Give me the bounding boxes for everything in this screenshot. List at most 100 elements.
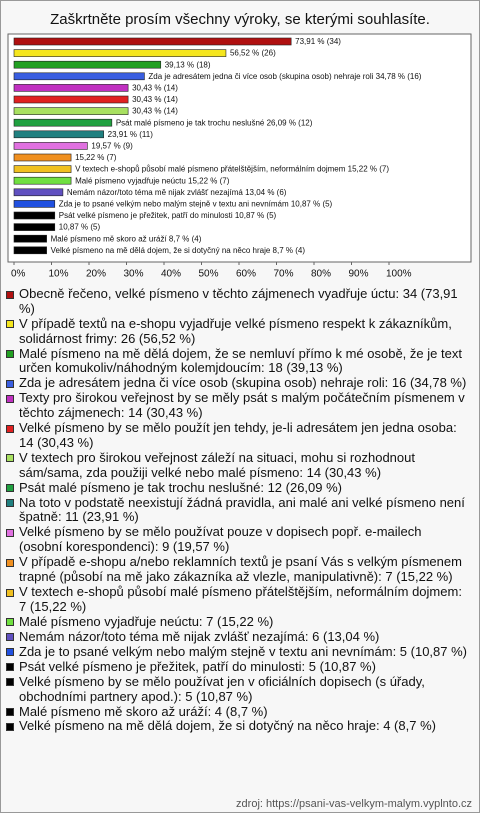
legend-swatch bbox=[6, 708, 14, 716]
legend-item: Velké písmeno by se mělo používat jen v … bbox=[6, 674, 468, 705]
value-label: Malé písmeno vyjadřuje neúctu 15,22 % (7… bbox=[75, 176, 230, 185]
legend: Obecně řečeno, velké písmeno v těchto zá… bbox=[6, 286, 468, 734]
bar bbox=[13, 234, 47, 243]
bar bbox=[13, 49, 227, 57]
legend-swatch bbox=[6, 350, 14, 359]
legend-label: Malé písmeno na mě dělá dojem, že se nem… bbox=[19, 345, 462, 376]
x-tick-label: 50% bbox=[199, 269, 219, 280]
x-tick-label: 0% bbox=[11, 269, 26, 280]
legend-item: Malé písmeno na mě dělá dojem, že se nem… bbox=[6, 345, 468, 377]
legend-label: V textech e-shopů působí malé písmeno př… bbox=[19, 584, 462, 614]
x-tick-label: 10% bbox=[49, 269, 69, 280]
bar bbox=[13, 37, 292, 46]
legend-swatch bbox=[6, 290, 14, 299]
bar bbox=[13, 95, 129, 104]
bar bbox=[13, 72, 145, 81]
value-label: V textech e-shopů působí malé písmeno př… bbox=[75, 165, 389, 174]
x-tick-label: 90% bbox=[349, 269, 369, 280]
legend-label: Velké písmeno by se mělo použít jen tehd… bbox=[19, 420, 457, 450]
legend-label: V případě textů na e-shopu vyjadřuje vel… bbox=[19, 315, 452, 346]
value-label: Velké písmeno na mě dělá dojem, že si do… bbox=[51, 246, 306, 255]
value-label: Psát malé písmeno je tak trochu neslušné… bbox=[116, 118, 313, 127]
legend-item: Psát malé písmeno je tak trochu neslušné… bbox=[6, 479, 468, 496]
legend-item: V textech pro širokou veřejnost záleží n… bbox=[6, 449, 468, 481]
legend-label: V textech pro širokou veřejnost záleží n… bbox=[19, 449, 415, 480]
value-label: Psát velké písmeno je přežitek, patří do… bbox=[59, 211, 277, 220]
legend-label: Velké písmeno na mě dělá dojem, že si do… bbox=[19, 718, 436, 734]
legend-swatch bbox=[6, 678, 14, 687]
x-tick-label: 70% bbox=[274, 269, 294, 280]
legend-label: Nemám názor/toto téma mě nijak zvlášť ne… bbox=[19, 628, 380, 644]
legend-label: Malé písmeno vyjadřuje neúctu: 7 (15,22 … bbox=[19, 613, 274, 629]
legend-item: Psát velké písmeno je přežitek, patří do… bbox=[6, 658, 468, 675]
legend-item: V případě e-shopu a/nebo reklamních text… bbox=[6, 554, 468, 585]
bar bbox=[13, 200, 56, 208]
legend-item: Obecně řečeno, velké písmeno v těchto zá… bbox=[6, 286, 468, 317]
value-label: 15,22 % (7) bbox=[75, 153, 117, 162]
legend-label: Zda je to psané velkým nebo malým stejně… bbox=[19, 643, 467, 659]
bar bbox=[13, 223, 56, 231]
legend-swatch bbox=[6, 454, 14, 463]
bar bbox=[13, 165, 72, 173]
bar bbox=[13, 153, 72, 162]
legend-label: Psát malé písmeno je tak trochu neslušné… bbox=[19, 479, 343, 495]
legend-swatch bbox=[6, 379, 14, 388]
value-label: 30,43 % (14) bbox=[132, 107, 178, 116]
legend-label: Na toto v podstatě neexistují žádná prav… bbox=[19, 494, 465, 525]
value-label: 23,91 % (11) bbox=[108, 130, 154, 139]
legend-item: V textech e-shopů působí malé písmeno př… bbox=[6, 584, 468, 615]
legend-label: Obecně řečeno, velké písmeno v těchto zá… bbox=[19, 286, 458, 316]
legend-swatch bbox=[6, 633, 14, 642]
legend-item: Malé písmeno mě skoro až uráží: 4 (8,7 %… bbox=[6, 703, 468, 720]
x-tick-label: 20% bbox=[86, 269, 106, 280]
chart-title: Zaškrtněte prosím všechny výroky, se kte… bbox=[50, 11, 430, 28]
chart: Zaškrtněte prosím všechny výroky, se kte… bbox=[7, 11, 472, 280]
value-label: 56,52 % (26) bbox=[230, 49, 276, 58]
source: zdroj: https://psani-vas-velkym-malym.vy… bbox=[236, 798, 472, 810]
bar bbox=[13, 246, 47, 255]
bar bbox=[13, 84, 129, 92]
legend-label: Psát velké písmeno je přežitek, patří do… bbox=[19, 658, 376, 674]
value-label: Zda je to psané velkým nebo malým stejně… bbox=[59, 200, 333, 209]
legend-swatch bbox=[6, 394, 14, 403]
legend-item: Zda je adresátem jedna či více osob (sku… bbox=[6, 376, 468, 391]
legend-item: Texty pro širokou veřejnost by se měly p… bbox=[6, 391, 468, 421]
legend-label: Malé písmeno mě skoro až uráží: 4 (8,7 %… bbox=[19, 703, 268, 719]
x-tick-label: 80% bbox=[311, 269, 331, 280]
value-label: Malé písmeno mě skoro až uráží 8,7 % (4) bbox=[51, 234, 202, 243]
legend-item: Nemám názor/toto téma mě nijak zvlášť ne… bbox=[6, 628, 468, 645]
value-label: Zda je adresátem jedna či více osob (sku… bbox=[148, 72, 421, 81]
x-tick-label: 40% bbox=[161, 269, 181, 280]
legend-swatch bbox=[6, 663, 14, 672]
legend-swatch bbox=[6, 618, 14, 627]
legend-swatch bbox=[6, 648, 14, 657]
legend-swatch bbox=[6, 558, 14, 567]
value-label: 19,57 % (9) bbox=[91, 142, 133, 151]
value-label: 30,43 % (14) bbox=[132, 84, 178, 93]
legend-item: Velké písmeno by se mělo použít jen tehd… bbox=[6, 420, 468, 451]
legend-label: Zda je adresátem jedna či více osob (sku… bbox=[19, 375, 467, 391]
legend-item: Velké písmeno na mě dělá dojem, že si do… bbox=[6, 719, 468, 734]
legend-item: Na toto v podstatě neexistují žádná prav… bbox=[6, 494, 468, 526]
bar bbox=[13, 211, 56, 220]
bar bbox=[13, 60, 162, 69]
value-label: 73,91 % (34) bbox=[295, 37, 341, 46]
value-label: 39,13 % (18) bbox=[165, 60, 211, 69]
legend-item: V případě textů na e-shopu vyjadřuje vel… bbox=[6, 315, 468, 347]
bar bbox=[13, 142, 88, 150]
value-label: Nemám názor/toto téma mě nijak zvlášť ne… bbox=[67, 188, 287, 197]
legend-swatch bbox=[6, 484, 14, 493]
bar bbox=[13, 107, 129, 115]
legend-item: Velké písmeno by se mělo používat pouze … bbox=[6, 525, 468, 555]
legend-item: Malé písmeno vyjadřuje neúctu: 7 (15,22 … bbox=[6, 613, 468, 630]
legend-swatch bbox=[6, 424, 14, 433]
value-label: 30,43 % (14) bbox=[132, 95, 178, 104]
legend-label: Velké písmeno by se mělo používat pouze … bbox=[19, 524, 422, 555]
legend-swatch bbox=[6, 499, 14, 508]
legend-item: Zda je to psané velkým nebo malým stejně… bbox=[6, 643, 468, 660]
legend-swatch bbox=[6, 320, 14, 329]
legend-swatch bbox=[6, 588, 14, 597]
legend-swatch bbox=[6, 722, 14, 731]
x-tick-label: 30% bbox=[124, 269, 144, 280]
